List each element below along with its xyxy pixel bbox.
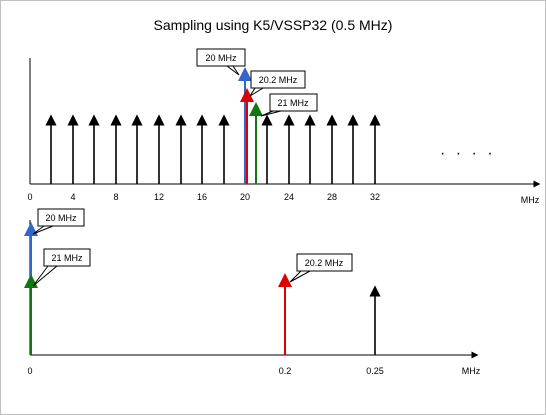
top-ellipsis: · · · · — [440, 145, 496, 162]
top-tick-label: 4 — [70, 192, 75, 202]
top-plot: 20 MHz 20.2 MHz 21 MHz · · · · 0 4 8 12 … — [27, 48, 541, 205]
bottom-callout-21mhz: 21 MHz — [32, 248, 91, 287]
bottom-callout-20-2mhz: 20.2 MHz — [289, 253, 353, 283]
callout-21mhz-label: 21 MHz — [277, 98, 309, 108]
top-tick-label: 20 — [240, 192, 250, 202]
top-axis-unit: MHz — [521, 195, 540, 205]
bottom-callout-20-2mhz-label: 20.2 MHz — [305, 258, 344, 268]
bottom-tick-label: 0.2 — [279, 366, 292, 376]
top-tick-label: 32 — [370, 192, 380, 202]
diagram-title: Sampling using K5/VSSP32 (0.5 MHz) — [154, 17, 393, 33]
bottom-callout-21mhz-label: 21 MHz — [51, 253, 83, 263]
callout-20mhz-label: 20 MHz — [205, 53, 237, 63]
bottom-tick-label: 0 — [27, 366, 32, 376]
top-tick-label: 12 — [154, 192, 164, 202]
top-tick-label: 8 — [113, 192, 118, 202]
callout-20mhz: 20 MHz — [196, 48, 246, 76]
top-sample-impulses — [45, 114, 381, 184]
bottom-plot: 20 MHz 21 MHz 20.2 MHz 0 0.2 0.25 MHz — [24, 208, 481, 376]
bottom-tick-label: 0.25 — [366, 366, 384, 376]
top-tick-label: 0 — [27, 192, 32, 202]
callout-20-2mhz: 20.2 MHz — [249, 70, 306, 97]
top-tick-label: 28 — [327, 192, 337, 202]
top-tick-label: 16 — [197, 192, 207, 202]
bottom-axis-unit: MHz — [462, 366, 481, 376]
callout-21mhz: 21 MHz — [260, 93, 318, 117]
bottom-callout-20mhz: 20 MHz — [32, 208, 85, 235]
callout-20-2mhz-label: 20.2 MHz — [259, 75, 298, 85]
bottom-callout-20mhz-label: 20 MHz — [45, 213, 77, 223]
top-tick-label: 24 — [284, 192, 294, 202]
